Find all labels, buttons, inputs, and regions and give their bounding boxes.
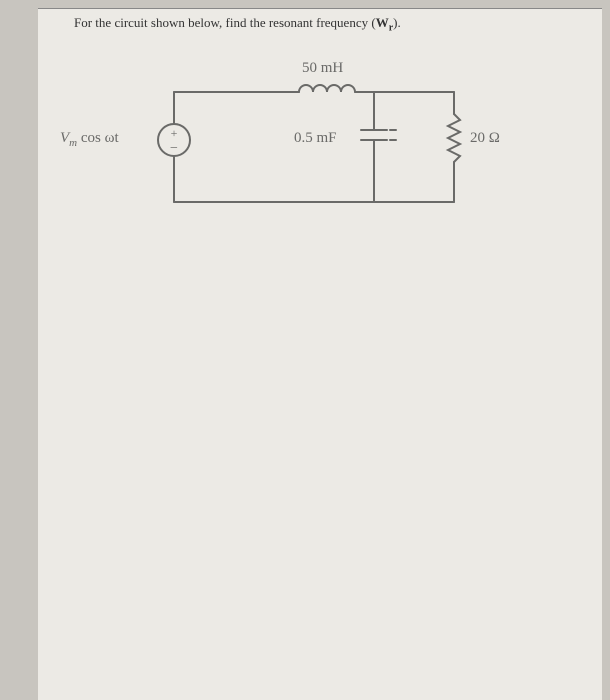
source-label: Vm cos ωt xyxy=(60,130,119,149)
question-suffix: ). xyxy=(393,15,401,30)
circuit-svg: + − xyxy=(134,62,514,242)
question-symbol: W xyxy=(376,15,389,30)
source-v: V xyxy=(60,130,69,146)
svg-text:−: − xyxy=(170,141,178,156)
svg-text:+: + xyxy=(171,126,178,140)
capacitor-label: 0.5 mF xyxy=(294,130,337,147)
source-rest: cos ωt xyxy=(77,130,119,146)
page: For the circuit shown below, find the re… xyxy=(38,8,602,700)
resistor-label: 20 Ω xyxy=(470,130,500,147)
question-text: For the circuit shown below, find the re… xyxy=(74,15,582,34)
circuit-diagram: 50 mH Vm cos ωt 0.5 mF 20 Ω + − xyxy=(134,62,514,242)
source-m: m xyxy=(69,137,77,149)
question-prefix: For the circuit shown below, find the re… xyxy=(74,15,376,30)
inductor-label: 50 mH xyxy=(302,60,343,77)
